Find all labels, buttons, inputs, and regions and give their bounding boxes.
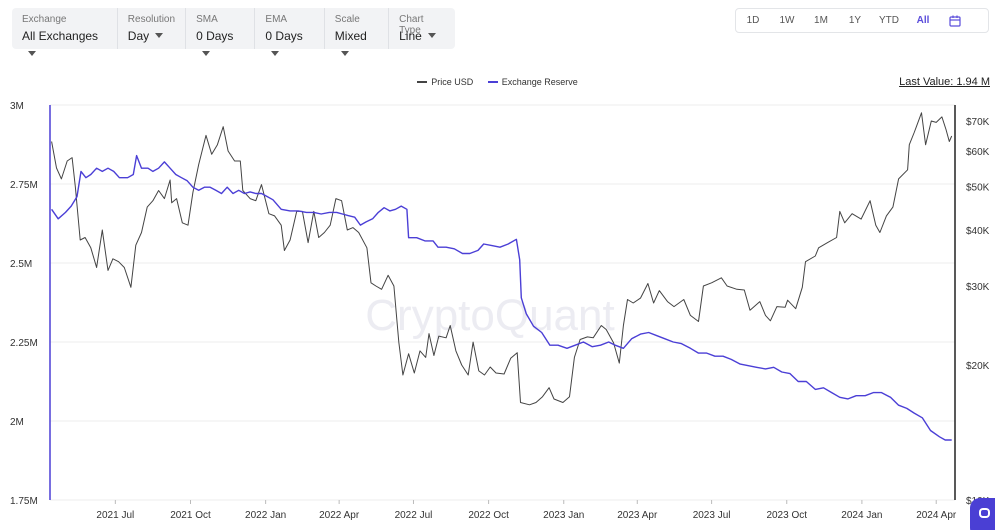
chevron-down-icon	[202, 51, 211, 57]
exchange-dropdown[interactable]: Exchange All Exchanges	[12, 8, 118, 57]
calendar-icon[interactable]	[940, 9, 970, 32]
y-right-tick-label: $60K	[966, 147, 990, 158]
ema-value: 0 Days	[265, 29, 303, 43]
chart-type-label: Chart Type	[399, 14, 424, 36]
y-right-tick-label: $70K	[966, 117, 990, 128]
range-1m-button[interactable]: 1M	[814, 15, 828, 26]
x-tick-label: 2023 Jul	[693, 510, 731, 521]
chart-canvas: 3M 2.75M 2.5M 2.25M 2M 1.75M $70K $60K $50K $40K $…	[10, 101, 990, 521]
legend-swatch-reserve	[487, 81, 498, 83]
y-right-tick-label: $40K	[966, 226, 990, 237]
range-1y-button[interactable]: 1Y	[848, 15, 862, 26]
x-tick-label: 2022 Oct	[468, 510, 509, 521]
range-all-button[interactable]: All	[916, 15, 930, 26]
legend-item-price[interactable]: Price USD	[417, 77, 473, 87]
resolution-dropdown[interactable]: Resolution Day	[118, 8, 187, 49]
exchange-label: Exchange	[22, 14, 67, 25]
scale-dropdown[interactable]: Scale Mixed	[325, 8, 390, 57]
chevron-down-icon	[28, 51, 36, 57]
x-tick-label: 2023 Oct	[766, 510, 807, 521]
ema-dropdown[interactable]: EMA 0 Days	[255, 8, 325, 57]
legend-swatch-price	[417, 81, 428, 83]
legend-item-reserve[interactable]: Exchange Reserve	[487, 77, 578, 87]
resolution-label: Resolution	[127, 14, 176, 25]
resolution-value: Day	[127, 29, 150, 43]
y-left-tick-label: 1.75M	[10, 496, 38, 507]
scale-label: Scale	[334, 14, 360, 25]
chat-support-button[interactable]	[970, 498, 995, 530]
range-1d-button[interactable]: 1D	[746, 15, 760, 26]
legend-label-reserve: Exchange Reserve	[501, 77, 578, 87]
series-line-reserve	[51, 154, 952, 441]
range-1w-button[interactable]: 1W	[779, 15, 795, 26]
sma-label: SMA	[196, 14, 218, 25]
y-left-tick-label: 2M	[10, 417, 24, 428]
chart-settings-toolbar: Exchange All Exchanges Resolution Day SM…	[12, 8, 455, 57]
x-tick-label: 2023 Jan	[543, 510, 584, 521]
y-left-tick-label: 3M	[10, 101, 24, 112]
series-line-price	[51, 112, 953, 406]
x-tick-label: 2024 Jan	[841, 510, 882, 521]
x-tick-label: 2024 Apr	[916, 510, 957, 521]
chevron-down-icon	[271, 51, 280, 57]
x-tick-label: 2021 Jul	[96, 510, 134, 521]
scale-value: Mixed	[334, 29, 367, 43]
sma-value: 0 Days	[196, 29, 234, 43]
y-right-tick-label: $20K	[966, 361, 990, 372]
exchange-value: All Exchanges	[22, 29, 99, 43]
x-tick-label: 2022 Apr	[319, 510, 360, 521]
chevron-down-icon	[340, 51, 349, 57]
legend-label-price: Price USD	[431, 77, 474, 87]
x-tick-label: 2021 Oct	[170, 510, 211, 521]
ema-label: EMA	[265, 14, 288, 25]
x-tick-label: 2022 Jul	[395, 510, 433, 521]
last-value-readout[interactable]: Last Value: 1.94 M	[899, 76, 990, 88]
chart-type-dropdown[interactable]: Chart Type Line	[389, 8, 455, 49]
time-range-selector: 1D 1W 1M 1Y YTD All	[735, 8, 989, 33]
y-right-tick-label: $30K	[966, 282, 990, 293]
range-ytd-button[interactable]: YTD	[879, 15, 899, 26]
y-right-tick-label: $50K	[966, 183, 990, 194]
chat-bubble-icon	[979, 508, 990, 518]
chart-legend: Price USD Exchange Reserve	[0, 75, 995, 87]
x-tick-label: 2022 Jan	[245, 510, 286, 521]
chevron-down-icon	[427, 33, 436, 39]
sma-dropdown[interactable]: SMA 0 Days	[186, 8, 256, 57]
y-left-tick-label: 2.75M	[10, 180, 38, 191]
watermark-text: CryptoQuant	[365, 291, 614, 340]
x-tick-label: 2023 Apr	[617, 510, 658, 521]
chart-type-value: Line	[399, 29, 422, 43]
chevron-down-icon	[155, 33, 164, 39]
y-left-tick-label: 2.25M	[10, 338, 38, 349]
y-left-tick-label: 2.5M	[10, 259, 32, 270]
